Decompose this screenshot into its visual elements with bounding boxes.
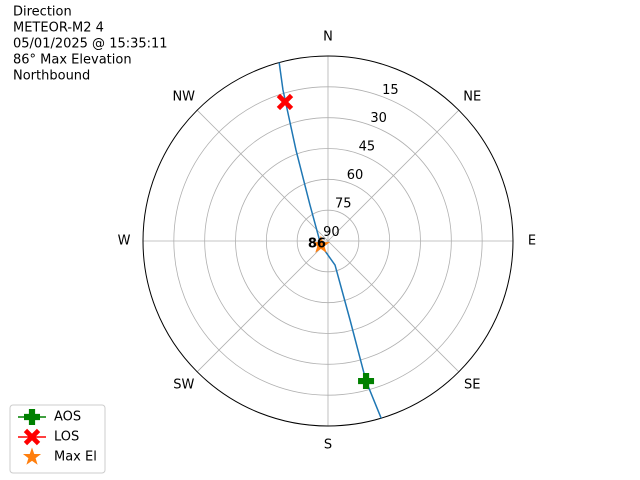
radial-tick-label: 75 [335, 197, 352, 212]
angle-tick-label: E [528, 234, 536, 249]
aos-marker [358, 373, 375, 390]
title-line: Northbound [13, 69, 90, 84]
los-marker [276, 93, 294, 111]
grid-spoke [196, 240, 329, 373]
angle-tick-label: NW [172, 89, 195, 104]
track-line [278, 62, 382, 419]
title-line: 05/01/2025 @ 15:35:11 [13, 37, 168, 52]
legend-label: LOS [54, 430, 79, 445]
angle-tick-label: W [118, 234, 131, 249]
grid-spoke [196, 109, 329, 242]
title-line: METEOR-M2 4 [13, 21, 104, 36]
radial-tick-label: 30 [370, 111, 387, 126]
legend-marker [24, 409, 40, 425]
frame [142, 55, 514, 427]
legend-label: AOS [54, 410, 81, 425]
radial-tick-label: 15 [382, 83, 399, 98]
title-line: 86° Max Elevation [13, 53, 132, 68]
grid-spoke [327, 240, 460, 373]
angle-tick-label: SW [173, 378, 194, 393]
angle-tick-label: NE [463, 89, 481, 104]
radial-tick-label: 45 [359, 140, 376, 155]
legend-label: Max El [54, 450, 97, 465]
angle-tick-label: S [324, 438, 332, 453]
legend-marker [22, 447, 42, 465]
legend-marker [23, 428, 41, 446]
angle-tick-label: N [323, 30, 333, 45]
radial-tick-label: 60 [347, 168, 364, 183]
value-label: 86 [308, 237, 326, 252]
title-line: Direction [13, 5, 72, 20]
grid-spoke [327, 109, 460, 242]
angle-tick-label: SE [464, 378, 480, 393]
max-el-marker [311, 235, 330, 253]
radial-tick-label: 90 [323, 225, 340, 240]
